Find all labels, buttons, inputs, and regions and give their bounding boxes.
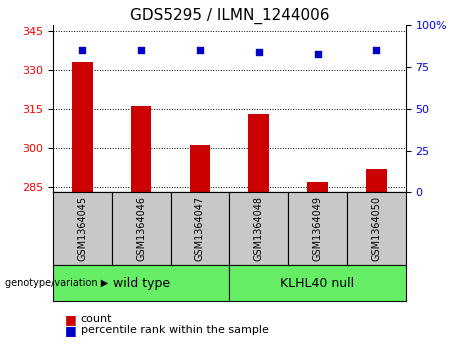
Text: GSM1364049: GSM1364049 [313, 196, 323, 261]
Bar [189, 146, 210, 192]
Point [372, 48, 380, 53]
Text: ■: ■ [65, 313, 76, 326]
Point [79, 48, 86, 53]
Text: GSM1364048: GSM1364048 [254, 196, 264, 261]
Bar [307, 182, 328, 192]
Text: GSM1364050: GSM1364050 [371, 196, 381, 261]
Text: GSM1364046: GSM1364046 [136, 196, 146, 261]
Text: KLHL40 null: KLHL40 null [280, 277, 355, 290]
Text: GSM1364047: GSM1364047 [195, 196, 205, 261]
Text: percentile rank within the sample: percentile rank within the sample [81, 325, 269, 335]
Bar [366, 169, 387, 192]
Text: GSM1364045: GSM1364045 [77, 196, 88, 261]
Text: wild type: wild type [112, 277, 170, 290]
Point [196, 48, 204, 53]
Title: GDS5295 / ILMN_1244006: GDS5295 / ILMN_1244006 [130, 8, 329, 24]
Bar [72, 62, 93, 192]
Text: ■: ■ [65, 324, 76, 337]
Point [255, 49, 262, 55]
Point [137, 48, 145, 53]
Bar [131, 106, 152, 192]
Bar [248, 114, 269, 192]
Text: count: count [81, 314, 112, 325]
Text: genotype/variation ▶: genotype/variation ▶ [5, 278, 108, 288]
Point [314, 51, 321, 57]
